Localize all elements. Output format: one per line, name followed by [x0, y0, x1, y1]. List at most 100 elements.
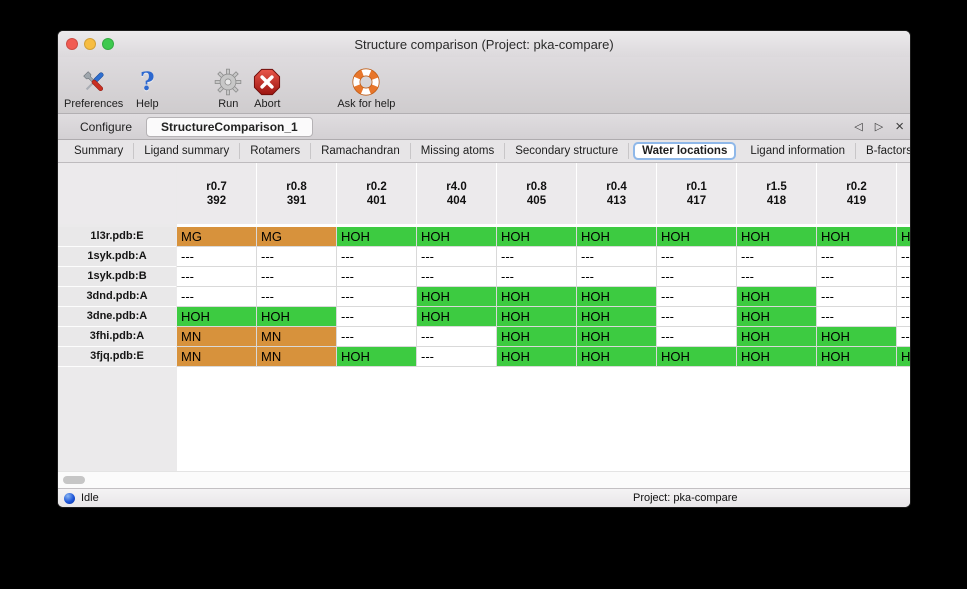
toolbar-run-button[interactable]: Run	[213, 67, 243, 110]
table-cell[interactable]: ---	[337, 327, 417, 347]
table-cell[interactable]: ---	[737, 247, 817, 267]
table-cell[interactable]: HOH	[817, 347, 897, 367]
column-header-419[interactable]: r0.2 419	[817, 163, 896, 224]
table-cell[interactable]: ---	[417, 247, 497, 267]
horizontal-scrollbar[interactable]	[58, 471, 910, 488]
table-cell[interactable]: ---	[177, 287, 257, 307]
column-header-392[interactable]: r0.7 392	[177, 163, 256, 224]
minimize-button[interactable]	[84, 38, 96, 50]
table-cell[interactable]: HOH	[337, 227, 417, 247]
row-label-3dnd-pdb-a[interactable]: 3dnd.pdb:A	[58, 287, 176, 307]
table-cell[interactable]: HOH	[417, 307, 497, 327]
table-cell[interactable]: HOH	[417, 287, 497, 307]
report-tab-b-factors[interactable]: B-factors	[856, 143, 910, 159]
table-cell[interactable]: ---	[497, 267, 577, 287]
table-cell[interactable]: ---	[817, 287, 897, 307]
table-cell[interactable]: HOH	[897, 227, 910, 247]
table-cell[interactable]: ---	[337, 247, 417, 267]
row-label-1syk-pdb-b[interactable]: 1syk.pdb:B	[58, 267, 176, 287]
table-cell[interactable]: ---	[817, 267, 897, 287]
table-cell[interactable]: HOH	[737, 327, 817, 347]
report-tab-summary[interactable]: Summary	[64, 143, 135, 159]
table-cell[interactable]: HOH	[657, 347, 737, 367]
table-cell[interactable]: MN	[177, 327, 257, 347]
table-cell[interactable]: ---	[897, 247, 910, 267]
report-tab-ligand-summary[interactable]: Ligand summary	[134, 143, 241, 159]
table-cell[interactable]: ---	[337, 287, 417, 307]
report-tab-water-locations[interactable]: Water locations	[633, 142, 737, 160]
table-cell[interactable]: MG	[257, 227, 337, 247]
table-cell[interactable]: HOH	[577, 307, 657, 327]
table-cell[interactable]: MN	[257, 327, 337, 347]
table-cell[interactable]: ---	[257, 287, 337, 307]
table-cell[interactable]: HOH	[337, 347, 417, 367]
table-cell[interactable]: HOH	[577, 227, 657, 247]
table-cell[interactable]: HOH	[257, 307, 337, 327]
table-cell[interactable]: HOH	[737, 287, 817, 307]
main-tab-structurecomparison-1[interactable]: StructureComparison_1	[146, 116, 313, 137]
table-cell[interactable]: ---	[257, 247, 337, 267]
column-header-418[interactable]: r1.5 418	[737, 163, 816, 224]
report-tab-ramachandran[interactable]: Ramachandran	[311, 143, 411, 159]
table-cell[interactable]: HOH	[577, 287, 657, 307]
table-cell[interactable]: MN	[257, 347, 337, 367]
table-cell[interactable]: ---	[657, 247, 737, 267]
table-cell[interactable]: HOH	[737, 347, 817, 367]
column-header-413[interactable]: r0.4 413	[577, 163, 656, 224]
table-cell[interactable]: HOH	[177, 307, 257, 327]
row-label-1l3r-pdb-e[interactable]: 1l3r.pdb:E	[58, 227, 176, 247]
table-cell[interactable]: ---	[257, 267, 337, 287]
table-cell[interactable]: HOH	[497, 347, 577, 367]
column-header-391[interactable]: r0.8 391	[257, 163, 336, 224]
table-cell[interactable]: ---	[657, 267, 737, 287]
table-cell[interactable]: HOH	[497, 287, 577, 307]
table-cell[interactable]: ---	[577, 247, 657, 267]
table-cell[interactable]: ---	[337, 307, 417, 327]
table-cell[interactable]: ---	[337, 267, 417, 287]
tab-scroll-right-icon[interactable]: ▷	[874, 121, 884, 133]
table-cell[interactable]: HOH	[577, 347, 657, 367]
table-cell[interactable]: MN	[177, 347, 257, 367]
toolbar-abort-button[interactable]: Abort	[252, 67, 282, 110]
table-cell[interactable]: HOH	[497, 327, 577, 347]
table-cell[interactable]: HOH	[497, 307, 577, 327]
title-bar[interactable]: Structure comparison (Project: pka-compa…	[58, 31, 910, 57]
tab-scroll-left-icon[interactable]: ◁	[854, 121, 863, 133]
main-tab-configure[interactable]: Configure	[80, 119, 133, 134]
column-header-404[interactable]: r4.0 404	[417, 163, 496, 224]
close-button[interactable]	[66, 38, 78, 50]
table-cell[interactable]: ---	[737, 267, 817, 287]
row-label-3fjq-pdb-e[interactable]: 3fjq.pdb:E	[58, 347, 176, 367]
table-cell[interactable]: ---	[417, 327, 497, 347]
toolbar-ask-for-help-button[interactable]: Ask for help	[337, 67, 395, 110]
table-cell[interactable]: ---	[177, 267, 257, 287]
report-tab-ligand-information[interactable]: Ligand information	[740, 143, 856, 159]
table-cell[interactable]: HOH	[497, 227, 577, 247]
table-cell[interactable]: ---	[817, 307, 897, 327]
table-cell[interactable]: ---	[897, 267, 910, 287]
tab-close-icon[interactable]: ×	[895, 118, 904, 135]
report-tab-missing-atoms[interactable]: Missing atoms	[411, 143, 506, 159]
column-header-401[interactable]: r0.2 401	[337, 163, 416, 224]
table-cell[interactable]: ---	[417, 347, 497, 367]
table-cell[interactable]: ---	[657, 307, 737, 327]
table-cell[interactable]: ---	[897, 287, 910, 307]
table-cell[interactable]: ---	[817, 247, 897, 267]
row-label-1syk-pdb-a[interactable]: 1syk.pdb:A	[58, 247, 176, 267]
zoom-button[interactable]	[102, 38, 114, 50]
table-cell[interactable]: ---	[657, 327, 737, 347]
table-cell[interactable]: ---	[897, 307, 910, 327]
table-cell[interactable]: HOH	[737, 307, 817, 327]
table-cell[interactable]: ---	[497, 247, 577, 267]
table-cell[interactable]: HOH	[577, 327, 657, 347]
toolbar-preferences-button[interactable]: Preferences	[64, 67, 123, 110]
table-cell[interactable]: HOH	[737, 227, 817, 247]
scrollbar-thumb[interactable]	[63, 476, 85, 484]
table-cell[interactable]: HOH	[657, 227, 737, 247]
table-cell[interactable]: HOH	[897, 347, 910, 367]
toolbar-help-button[interactable]: ? Help	[132, 67, 162, 111]
table-cell[interactable]: ---	[177, 247, 257, 267]
column-header-405[interactable]: r0.8 405	[497, 163, 576, 224]
report-tab-rotamers[interactable]: Rotamers	[240, 143, 312, 159]
row-label-3dne-pdb-a[interactable]: 3dne.pdb:A	[58, 307, 176, 327]
